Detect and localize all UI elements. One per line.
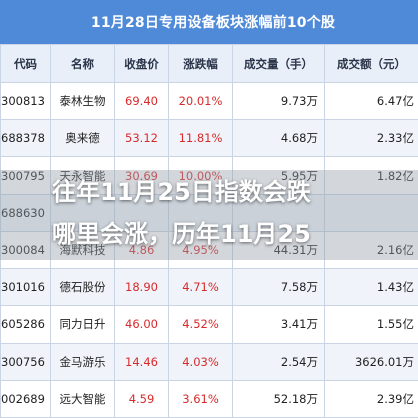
cell-code: 002689 (0, 379, 51, 418)
cell-price: 46.00 (114, 305, 169, 344)
cell-volume: 7.58万 (232, 268, 325, 307)
cell-pct: 4.03% (168, 342, 233, 381)
cell-code: 300795 (0, 156, 51, 195)
cell-price: 30.69 (114, 156, 169, 195)
cell-name: 同力日升 (50, 305, 115, 344)
cell-name: 泰林生物 (50, 81, 115, 121)
header-volume: 成交量（手） (232, 44, 325, 83)
cell-volume: 9.73万 (232, 81, 325, 121)
cell-pct: 4.71% (168, 268, 233, 307)
cell-amount: 1.43亿 (324, 268, 418, 307)
headline-line-1: 往年11月25日指数会跌 (52, 178, 311, 206)
cell-amount: 3626.01万 (324, 342, 418, 381)
cell-code: 605286 (0, 305, 51, 344)
table-row: 300795 天永智能 30.69 10.00% 5.95万 1.82亿 (0, 156, 418, 195)
cell-pct: 4.95% (168, 230, 233, 270)
table-row: 300756 金马游乐 14.46 4.03% 2.54万 3626.01万 (0, 342, 418, 381)
cell-price (114, 193, 169, 232)
cell-name: 远大智能 (50, 379, 115, 418)
cell-volume: 4.68万 (232, 119, 325, 158)
cell-volume: 3.41万 (232, 305, 325, 344)
cell-pct: 3.61% (168, 379, 233, 418)
cell-price: 53.12 (114, 119, 169, 158)
cell-code: 300084 (0, 230, 51, 270)
cell-name: 天永智能 (50, 156, 115, 195)
cell-amount (324, 193, 418, 232)
cell-name: 奥来德 (50, 119, 115, 158)
cell-pct: 20.01% (168, 81, 233, 121)
cell-amount: 2.33亿 (324, 119, 418, 158)
table-title: 11月28日专用设备板块涨幅前10个股 (90, 15, 336, 31)
cell-code: 300756 (0, 342, 51, 381)
table-title-banner: 11月28日专用设备板块涨幅前10个股 (0, 0, 418, 44)
cell-name (50, 193, 115, 232)
table-row: 688378 奥来德 53.12 11.81% 4.68万 2.33亿 (0, 119, 418, 158)
cell-price: 69.40 (114, 81, 169, 121)
cell-pct: 4.52% (168, 305, 233, 344)
headline-line-2: 哪里会涨，历年11月25 (52, 220, 311, 248)
headline-overlay (0, 170, 418, 260)
header-price: 收盘价 (114, 44, 169, 83)
table-row: 688630 (0, 193, 418, 232)
table-row: 301016 德石股份 18.90 4.71% 7.58万 1.43亿 (0, 268, 418, 307)
header-name: 名称 (50, 44, 115, 83)
cell-name: 德石股份 (50, 268, 115, 307)
cell-pct (168, 193, 233, 232)
cell-volume: 2.54万 (232, 342, 325, 381)
cell-pct: 11.81% (168, 119, 233, 158)
table-row: 605286 同力日升 46.00 4.52% 3.41万 1.55亿 (0, 305, 418, 344)
cell-code: 300813 (0, 81, 51, 121)
cell-amount: 1.55亿 (324, 305, 418, 344)
cell-name: 金马游乐 (50, 342, 115, 381)
header-code: 代码 (0, 44, 51, 83)
stock-table: 代码 名称 收盘价 涨跌幅 成交量（手） 成交额（元） 300813 泰林生物 … (0, 44, 418, 418)
cell-amount: 1.82亿 (324, 156, 418, 195)
cell-volume: 44.31万 (232, 230, 325, 270)
cell-price: 18.90 (114, 268, 169, 307)
header-amount: 成交额（元） (324, 44, 418, 83)
cell-pct: 10.00% (168, 156, 233, 195)
cell-volume: 52.18万 (232, 379, 325, 418)
cell-volume (232, 193, 325, 232)
cell-price: 14.46 (114, 342, 169, 381)
cell-volume: 5.95万 (232, 156, 325, 195)
header-pct: 涨跌幅 (168, 44, 233, 83)
table-row: 002689 远大智能 4.59 3.61% 52.18万 2.39亿 (0, 379, 418, 418)
cell-code: 688378 (0, 119, 51, 158)
cell-price: 4.86 (114, 230, 169, 270)
cell-code: 688630 (0, 193, 51, 232)
cell-name: 海默科技 (50, 230, 115, 270)
cell-amount: 2.39亿 (324, 379, 418, 418)
cell-price: 4.59 (114, 379, 169, 418)
table-row: 300813 泰林生物 69.40 20.01% 9.73万 6.47亿 (0, 81, 418, 121)
cell-code: 301016 (0, 268, 51, 307)
cell-amount: 6.47亿 (324, 81, 418, 121)
header-row: 代码 名称 收盘价 涨跌幅 成交量（手） 成交额（元） (0, 44, 418, 83)
